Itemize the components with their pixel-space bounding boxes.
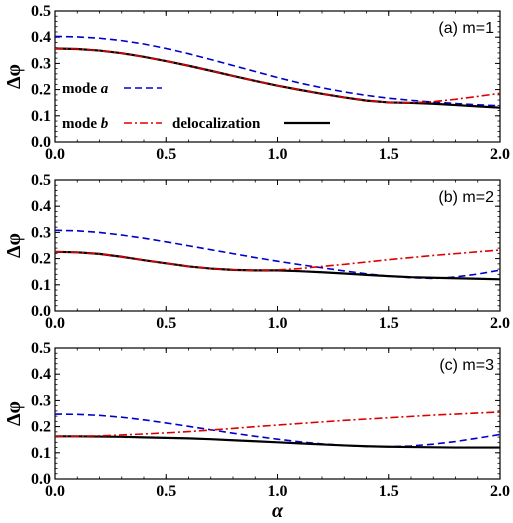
series-line-delocalization: [55, 435, 500, 449]
series-line-delocalization: [55, 250, 500, 281]
y-tick-label: 0.2: [31, 82, 51, 99]
y-tick-label: 0.1: [31, 277, 51, 294]
y-axis-label: Δφ: [3, 401, 25, 426]
panel-label: (a) m=1: [438, 20, 494, 37]
legend-name: delocalization: [172, 116, 261, 132]
y-tick-label: 0.3: [31, 392, 51, 409]
panel-label: (c) m=3: [439, 357, 494, 374]
x-tick-label: 0.5: [156, 315, 176, 332]
y-tick-label: 0.4: [31, 366, 51, 383]
chart-panel-3: 0.0 0.5 1.0 1.5 2.0 0.0 0.1 0.2 0.3 0.4 0.5 Δφ α (c) …: [3, 340, 510, 522]
y-axis-label: Δφ: [3, 64, 25, 89]
x-tick-label: 1.5: [379, 146, 399, 163]
y-tick-label: 0.4: [31, 29, 51, 46]
x-tick-label: 0.0: [45, 146, 65, 163]
y-tick-label: 0.5: [31, 3, 51, 20]
x-tick-label: 1.0: [268, 146, 288, 163]
plot-frame: [54, 10, 501, 143]
y-tick-label: 0.5: [31, 340, 51, 357]
y-tick-label: 0.2: [31, 419, 51, 436]
y-tick-label: 0.5: [31, 172, 51, 189]
y-tick-label: 0.1: [31, 108, 51, 125]
x-tick-label: 0.0: [45, 315, 65, 332]
y-tick-label: 0.3: [31, 224, 51, 241]
x-tick-label: 2.0: [490, 483, 510, 500]
legend-label-1: mode a: [62, 81, 109, 97]
y-axis-label: Δφ: [3, 233, 25, 258]
y-tick-label: 0.0: [31, 303, 51, 320]
series-line-mode-a: [55, 35, 500, 107]
series-group: [55, 411, 500, 449]
x-tick-label: 2.0: [490, 146, 510, 163]
plot-frame: [54, 347, 501, 480]
legend-name: a: [101, 81, 109, 97]
series-line-mode-b: [55, 411, 500, 438]
panels: 0.0 0.5 1.0 1.5 2.0 0.0 0.1 0.2 0.3 0.4 0.5 Δφ (a) m…: [3, 3, 510, 522]
panel-label: (b) m=2: [438, 189, 494, 206]
chart-panel-2: 0.0 0.5 1.0 1.5 2.0 0.0 0.1 0.2 0.3 0.4 0.5 Δφ (b) m…: [3, 172, 510, 332]
legend-label-3: delocalization: [172, 116, 261, 132]
y-tick-label: 0.0: [31, 134, 51, 151]
series-group: [55, 229, 500, 281]
y-tick-label: 0.0: [31, 471, 51, 488]
x-tick-label: 1.0: [268, 483, 288, 500]
y-tick-label: 0.4: [31, 198, 51, 215]
x-tick-label: 0.0: [45, 483, 65, 500]
x-tick-label: 0.5: [156, 483, 176, 500]
y-tick-label: 0.1: [31, 445, 51, 462]
chart-panel-1: 0.0 0.5 1.0 1.5 2.0 0.0 0.1 0.2 0.3 0.4 0.5 Δφ (a) m…: [3, 3, 510, 163]
x-tick-label: 0.5: [156, 146, 176, 163]
series-line-delocalization: [55, 47, 500, 109]
series-line-mode-a: [55, 413, 500, 448]
legend-label-2: mode b: [62, 116, 109, 132]
y-tick-label: 0.3: [31, 55, 51, 72]
legend-prefix: mode: [62, 81, 101, 97]
plot-frame: [54, 179, 501, 312]
x-tick-label: 1.0: [268, 315, 288, 332]
series-line-mode-b: [55, 47, 500, 104]
x-tick-label: 1.5: [379, 483, 399, 500]
legend-prefix: mode: [62, 116, 101, 132]
y-tick-label: 0.2: [31, 251, 51, 268]
series-group: [55, 35, 500, 109]
x-tick-label: 1.5: [379, 315, 399, 332]
x-tick-label: 2.0: [490, 315, 510, 332]
series-line-mode-b: [55, 249, 500, 272]
legend-name: b: [101, 116, 109, 132]
x-axis-label: α: [272, 500, 284, 522]
